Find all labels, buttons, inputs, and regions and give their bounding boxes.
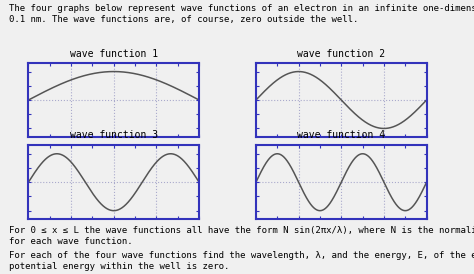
Text: wave function 2: wave function 2 xyxy=(297,49,385,59)
Text: The four graphs below represent wave functions of an electron in an infinite one: The four graphs below represent wave fun… xyxy=(9,4,474,24)
Text: wave function 3: wave function 3 xyxy=(70,130,158,140)
Text: For 0 ≤ x ≤ L the wave functions all have the form N sin(2πx/λ), where N is the : For 0 ≤ x ≤ L the wave functions all hav… xyxy=(9,226,474,246)
Text: For each of the four wave functions find the wavelength, λ, and the energy, E, o: For each of the four wave functions find… xyxy=(9,251,474,271)
Text: wave function 1: wave function 1 xyxy=(70,49,158,59)
Text: wave function 4: wave function 4 xyxy=(297,130,385,140)
